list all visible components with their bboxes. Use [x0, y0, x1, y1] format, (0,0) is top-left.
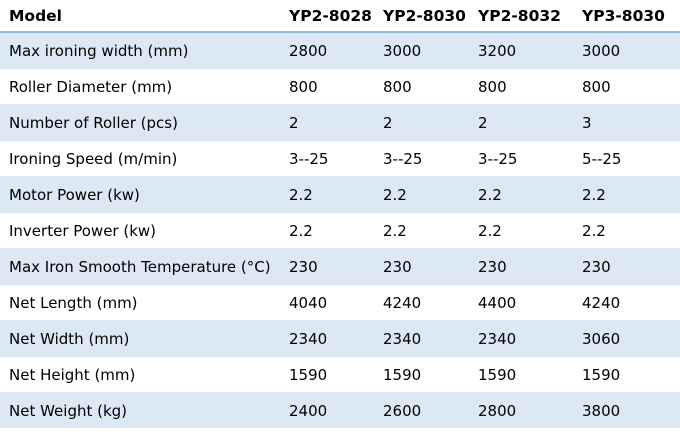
- table-cell: 2400: [280, 392, 374, 428]
- table-cell: 3200: [469, 32, 573, 69]
- row-label: Net Weight (kg): [0, 392, 280, 428]
- row-label: Inverter Power (kw): [0, 212, 280, 249]
- row-label: Roller Diameter (mm): [0, 68, 280, 105]
- table-cell: 2.2: [573, 176, 680, 213]
- table-cell: 230: [374, 248, 469, 285]
- table-cell: 2.2: [280, 176, 374, 213]
- table-cell: 230: [573, 248, 680, 285]
- row-label: Number of Roller (pcs): [0, 104, 280, 141]
- table-row: Motor Power (kw) 2.2 2.2 2.2 2.2: [0, 176, 680, 213]
- table-cell: 2340: [280, 320, 374, 357]
- table-cell: 4040: [280, 284, 374, 321]
- table-header: Model YP2-8028 YP2-8030 YP2-8032 YP3-803…: [0, 0, 680, 33]
- spec-table: Model YP2-8028 YP2-8030 YP2-8032 YP3-803…: [0, 0, 680, 428]
- table-cell: 3000: [573, 32, 680, 69]
- table-cell: 4240: [374, 284, 469, 321]
- table-cell: 2800: [469, 392, 573, 428]
- table-cell: 2: [374, 104, 469, 141]
- table-cell: 3: [573, 104, 680, 141]
- table-cell: 2.2: [280, 212, 374, 249]
- header-yp2-8028: YP2-8028: [280, 0, 374, 33]
- row-label: Max Iron Smooth Temperature (°C): [0, 248, 280, 285]
- table-row: Number of Roller (pcs) 2 2 2 3: [0, 104, 680, 141]
- table-cell: 2.2: [374, 212, 469, 249]
- table-cell: 1590: [573, 356, 680, 393]
- table-row: Ironing Speed (m/min) 3--25 3--25 3--25 …: [0, 140, 680, 177]
- table-row: Roller Diameter (mm) 800 800 800 800: [0, 68, 680, 105]
- table-row: Max Iron Smooth Temperature (°C) 230 230…: [0, 248, 680, 285]
- table-cell: 4240: [573, 284, 680, 321]
- header-model: Model: [0, 0, 280, 33]
- table-cell: 2: [469, 104, 573, 141]
- table-cell: 230: [469, 248, 573, 285]
- table-cell: 2340: [469, 320, 573, 357]
- row-label: Net Width (mm): [0, 320, 280, 357]
- table-cell: 800: [280, 68, 374, 105]
- row-label: Ironing Speed (m/min): [0, 140, 280, 177]
- table-cell: 2340: [374, 320, 469, 357]
- table-row: Net Height (mm) 1590 1590 1590 1590: [0, 356, 680, 393]
- header-row: Model YP2-8028 YP2-8030 YP2-8032 YP3-803…: [0, 0, 680, 33]
- table-cell: 2: [280, 104, 374, 141]
- table-cell: 1590: [374, 356, 469, 393]
- table-cell: 3060: [573, 320, 680, 357]
- table-cell: 2.2: [374, 176, 469, 213]
- table-cell: 2.2: [469, 212, 573, 249]
- row-label: Net Height (mm): [0, 356, 280, 393]
- table-cell: 3--25: [469, 140, 573, 177]
- table-cell: 1590: [469, 356, 573, 393]
- table-body: Max ironing width (mm) 2800 3000 3200 30…: [0, 32, 680, 428]
- table-cell: 3800: [573, 392, 680, 428]
- table-cell: 230: [280, 248, 374, 285]
- table-cell: 4400: [469, 284, 573, 321]
- row-label: Motor Power (kw): [0, 176, 280, 213]
- table-cell: 5--25: [573, 140, 680, 177]
- table-cell: 1590: [280, 356, 374, 393]
- table-cell: 3000: [374, 32, 469, 69]
- table-row: Net Weight (kg) 2400 2600 2800 3800: [0, 392, 680, 428]
- table-cell: 800: [573, 68, 680, 105]
- header-yp2-8030: YP2-8030: [374, 0, 469, 33]
- row-label: Net Length (mm): [0, 284, 280, 321]
- table-row: Max ironing width (mm) 2800 3000 3200 30…: [0, 32, 680, 69]
- table-cell: 3--25: [374, 140, 469, 177]
- table-cell: 2.2: [573, 212, 680, 249]
- table-row: Net Length (mm) 4040 4240 4400 4240: [0, 284, 680, 321]
- row-label: Max ironing width (mm): [0, 32, 280, 69]
- table-row: Net Width (mm) 2340 2340 2340 3060: [0, 320, 680, 357]
- table-cell: 3--25: [280, 140, 374, 177]
- table-cell: 2.2: [469, 176, 573, 213]
- table-cell: 2800: [280, 32, 374, 69]
- table-cell: 2600: [374, 392, 469, 428]
- header-yp3-8030: YP3-8030: [573, 0, 680, 33]
- table-cell: 800: [469, 68, 573, 105]
- table-row: Inverter Power (kw) 2.2 2.2 2.2 2.2: [0, 212, 680, 249]
- header-yp2-8032: YP2-8032: [469, 0, 573, 33]
- table-cell: 800: [374, 68, 469, 105]
